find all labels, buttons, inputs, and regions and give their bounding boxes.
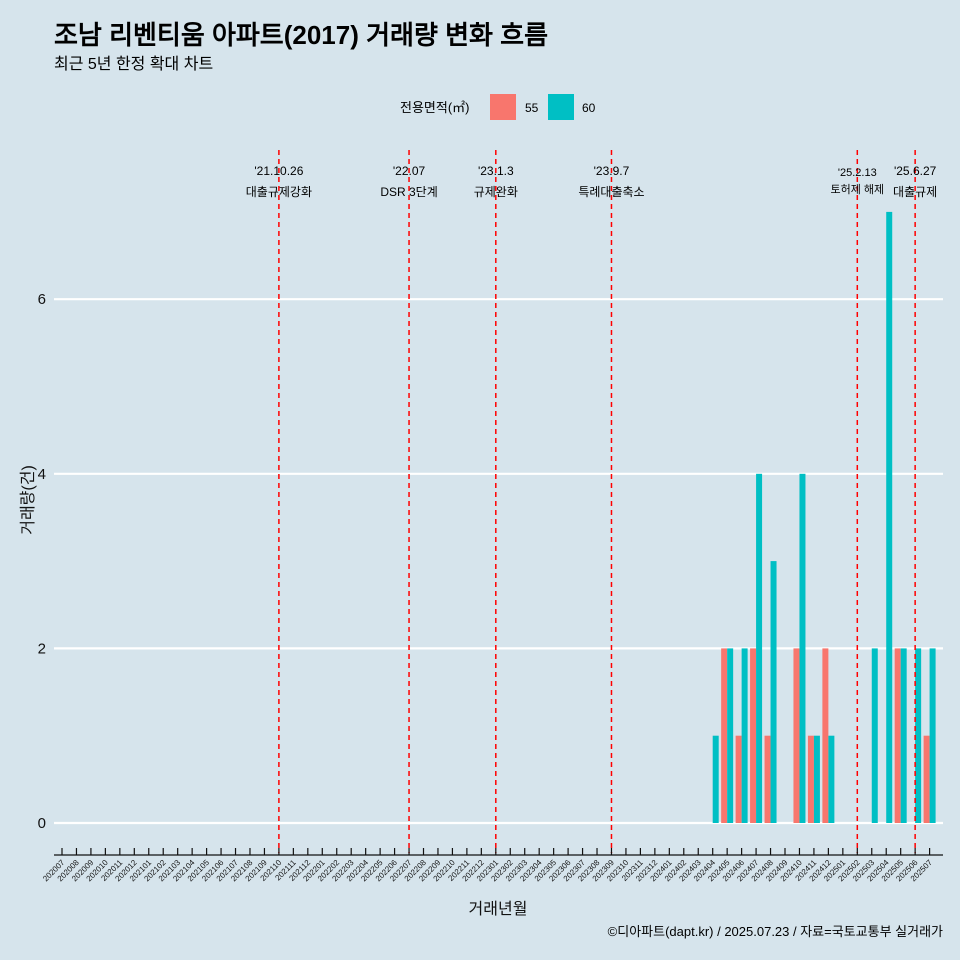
- legend: 전용면적(㎡) 55 60: [400, 94, 596, 120]
- bar-60-202404: [712, 735, 719, 823]
- bars: [712, 211, 936, 823]
- bar-55-202412: [822, 648, 829, 823]
- event-label: 토허제 해제: [830, 182, 884, 196]
- bar-60-202503: [871, 648, 878, 823]
- event-lines: '21.10.26 대출규제강화 '22.07 DSR 3단계 '23.1.3 규제완화 '…: [246, 150, 937, 853]
- bar-60-202406: [741, 648, 748, 823]
- bar-60-202408: [770, 561, 777, 823]
- y-axis-title: 거래량(건): [19, 465, 37, 535]
- event-date: '23.9.7: [594, 164, 630, 178]
- plot-area: 0 2 4 6 '21.10.26 대출규제강화 '22.07 DSR 3단계 '23.1.3…: [38, 150, 943, 883]
- y-tick-label: 4: [38, 466, 46, 483]
- y-tick-label: 2: [38, 640, 46, 657]
- event-date: '25.2.13: [838, 167, 877, 179]
- bar-55-202408: [764, 735, 771, 823]
- bar-60-202504: [886, 211, 893, 823]
- legend-swatch-60: [548, 94, 574, 120]
- event-label: DSR 3단계: [380, 185, 437, 199]
- legend-label-55: 55: [525, 101, 539, 115]
- bar-55-202406: [735, 735, 742, 823]
- bar-60-202507: [929, 648, 936, 823]
- bar-55-202407: [750, 648, 757, 823]
- event-date: '25.6.27: [894, 164, 937, 178]
- chart-caption: ©디아파트(dapt.kr) / 2025.07.23 / 자료=국토교통부 실…: [608, 924, 943, 939]
- event-date: '22.07: [393, 164, 426, 178]
- chart-subtitle: 최근 5년 한정 확대 차트: [54, 55, 213, 73]
- bar-55-202410: [793, 648, 800, 823]
- bar-60-202405: [727, 648, 734, 823]
- bar-60-202411: [813, 735, 820, 823]
- event-label: 대출규제강화: [246, 185, 312, 199]
- legend-label-60: 60: [582, 101, 596, 115]
- event-label: 대출규제: [893, 185, 937, 199]
- x-axis: 2020072020082020092020102020112020122021…: [41, 848, 943, 883]
- bar-60-202412: [828, 735, 835, 823]
- bar-60-202505: [900, 648, 907, 823]
- bar-55-202411: [807, 735, 814, 823]
- bar-55-202505: [894, 648, 901, 823]
- legend-swatch-55: [490, 94, 516, 120]
- bar-60-202410: [799, 473, 806, 823]
- event-date: '23.1.3: [478, 164, 514, 178]
- bar-55-202405: [721, 648, 728, 823]
- event-label: 규제완화: [474, 185, 518, 199]
- y-axis-ticks: 0 2 4 6: [38, 291, 46, 832]
- bar-60-202407: [756, 473, 763, 823]
- x-axis-title: 거래년월: [469, 900, 528, 918]
- y-tick-label: 0: [38, 815, 46, 832]
- event-label: 특례대출축소: [578, 185, 644, 199]
- bar-55-202507: [923, 735, 930, 823]
- event-date: '21.10.26: [254, 164, 303, 178]
- y-tick-label: 6: [38, 291, 46, 308]
- chart-title: 조남 리벤티움 아파트(2017) 거래량 변화 흐름: [54, 20, 548, 50]
- bar-60-202506: [915, 648, 922, 823]
- legend-title: 전용면적(㎡): [400, 100, 470, 115]
